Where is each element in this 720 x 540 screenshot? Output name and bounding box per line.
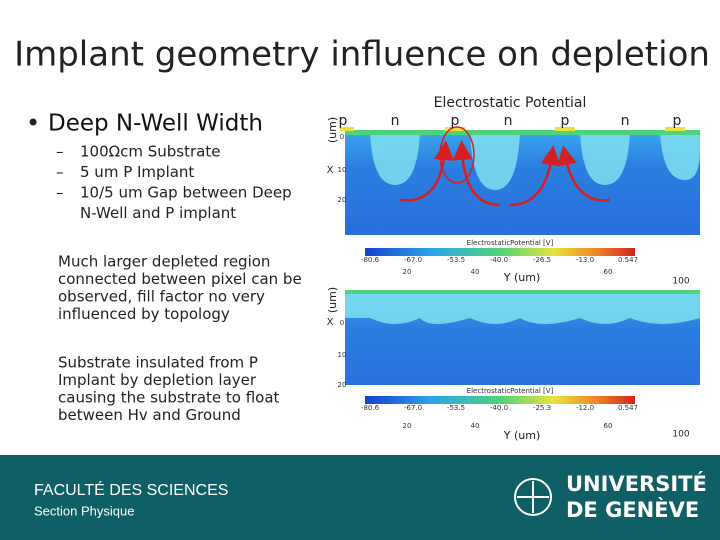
colorbar-label: -40.0	[490, 256, 508, 264]
paragraph-line: Implant by depletion layer	[58, 371, 257, 389]
colorbar-label: -53.5	[447, 404, 465, 412]
x-axis-end: 100	[672, 277, 689, 287]
colorbar	[365, 396, 635, 404]
y-axis-letter: X	[327, 165, 334, 176]
paragraph-line: between Hv and Ground	[58, 406, 241, 424]
x-tick-label: 40	[471, 422, 480, 430]
colorbar-label: -26.5	[533, 256, 551, 264]
plot-title: Electrostatic Potential	[434, 95, 587, 111]
paragraph-line: connected between pixel can be	[58, 270, 302, 288]
colorbar-label: -80.6	[361, 256, 380, 264]
sub-item: 10/5 um Gap between Deep	[80, 184, 292, 202]
region-label: p	[673, 113, 682, 129]
dash: –	[56, 184, 64, 202]
faculty: FACULTÉ DES SCIENCES	[34, 480, 228, 499]
region-label: p	[339, 113, 348, 129]
x-tick-label: 20	[403, 268, 412, 276]
y-axis-label: (um)	[326, 117, 339, 143]
bottom-simulation	[345, 290, 700, 413]
x-tick-label: 60	[604, 268, 613, 276]
bullet-heading: Deep N-Well Width	[48, 111, 263, 137]
paragraph-line: causing the substrate to float	[58, 389, 280, 407]
colorbar-label: -67.0	[404, 256, 422, 264]
region-label: n	[621, 113, 630, 129]
implants	[345, 130, 700, 135]
colorbar-label: -67.0	[404, 404, 422, 412]
y-tick-label: 10	[338, 351, 347, 359]
paragraph-line: Much larger depleted region	[58, 253, 270, 271]
paragraph-line: observed, fill factor no very	[58, 288, 265, 306]
slide-title: Implant geometry influence on depletion	[14, 35, 710, 75]
x-axis-label: Y (um)	[503, 429, 541, 442]
dash: –	[56, 143, 64, 161]
region-label: p	[451, 113, 460, 129]
x-axis-label: Y (um)	[503, 271, 541, 284]
x-tick-label: 60	[604, 422, 613, 430]
university-crest	[514, 478, 552, 516]
colorbar-label: -13.0	[576, 256, 594, 264]
arrows	[399, 140, 611, 207]
colorbar-label: -80.6	[361, 404, 380, 412]
y-axis-letter: X	[327, 317, 334, 328]
dash: –	[56, 163, 64, 181]
y-tick-label: 10	[338, 166, 347, 174]
depletion-pits	[345, 290, 700, 324]
footer-band	[0, 455, 720, 540]
sub-item: 5 um P Implant	[80, 163, 194, 181]
y-tick-label: 0	[340, 319, 344, 327]
colorbar	[365, 248, 635, 256]
x-tick-label: 20	[403, 422, 412, 430]
section: Section Physique	[34, 503, 134, 518]
region-label: n	[504, 113, 513, 129]
colorbar-title: ElectrostaticPotential [V]	[467, 387, 554, 395]
depletion-pits	[370, 130, 700, 190]
region-label: n	[391, 113, 400, 129]
x-tick-label: 40	[471, 268, 480, 276]
y-tick-label: 20	[338, 196, 347, 204]
university-name: DE GENÈVE	[566, 497, 699, 522]
colorbar-label: 0.547	[618, 256, 638, 264]
paragraph-line: Substrate insulated from P	[58, 354, 258, 372]
y-axis-label: (um)	[326, 287, 339, 313]
colorbar-label: 0.547	[618, 404, 638, 412]
colorbar-label: -40.0	[490, 404, 508, 412]
y-tick-label: 20	[338, 381, 347, 389]
region-label: p	[561, 113, 570, 129]
sub-item: 100Ωcm Substrate	[80, 143, 220, 161]
colorbar-label: -53.5	[447, 256, 465, 264]
y-tick-label: 0	[340, 133, 344, 141]
colorbar-label: -25.3	[533, 404, 551, 412]
top-simulation	[340, 126, 700, 265]
paragraph-line: influenced by topology	[58, 305, 230, 323]
colorbar-label: -12.0	[576, 404, 594, 412]
university-name: UNIVERSITÉ	[566, 471, 707, 496]
implant-tops	[340, 127, 685, 131]
sub-item: N-Well and P implant	[80, 204, 236, 222]
x-axis-end: 100	[672, 430, 689, 440]
colorbar-title: ElectrostaticPotential [V]	[467, 239, 554, 247]
implants	[345, 290, 700, 294]
bullet-dot: •	[26, 109, 40, 137]
